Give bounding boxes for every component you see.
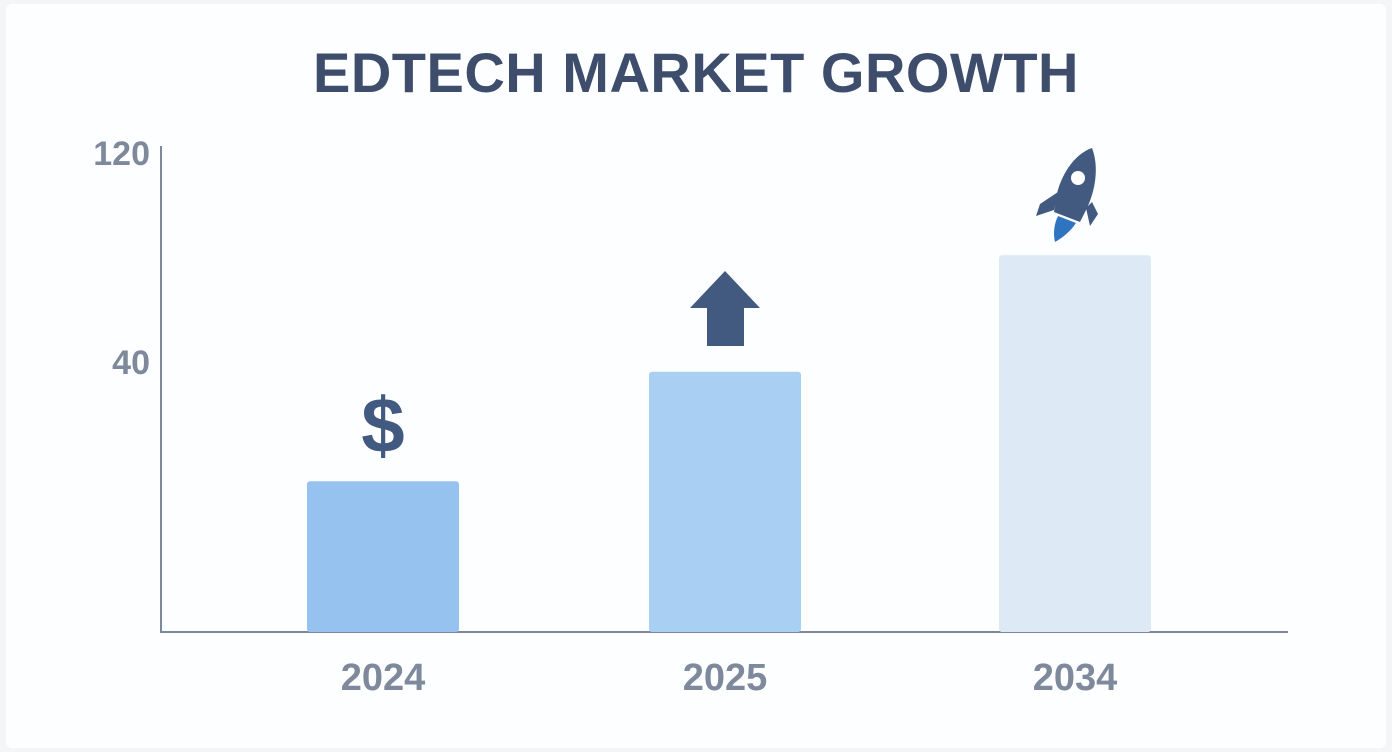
dollar-glyph: $ (361, 381, 404, 469)
up-arrow-icon (690, 271, 760, 346)
dollar-sign-icon: $ (361, 381, 404, 469)
x-tick-label: 2034 (1033, 657, 1118, 699)
y-tick-label: 40 (112, 344, 150, 382)
bar (307, 481, 459, 632)
bar (649, 371, 801, 632)
x-tick-label: 2025 (683, 657, 768, 699)
bar (999, 255, 1151, 632)
rocket-icon (1036, 148, 1098, 242)
x-tick-label: 2024 (341, 657, 426, 699)
chart-title: EDTECH MARKET GROWTH (313, 41, 1079, 104)
y-tick-label: 120 (93, 135, 150, 173)
